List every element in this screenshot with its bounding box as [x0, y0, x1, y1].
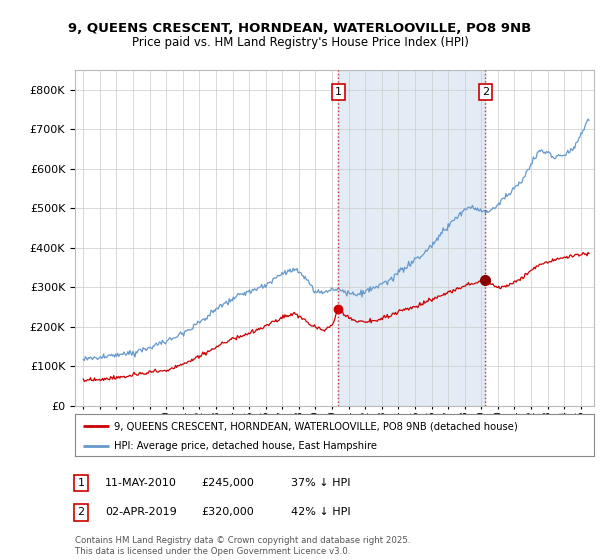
Text: 9, QUEENS CRESCENT, HORNDEAN, WATERLOOVILLE, PO8 9NB: 9, QUEENS CRESCENT, HORNDEAN, WATERLOOVI… — [68, 22, 532, 35]
Text: 37% ↓ HPI: 37% ↓ HPI — [291, 478, 350, 488]
Text: £320,000: £320,000 — [201, 507, 254, 517]
Text: HPI: Average price, detached house, East Hampshire: HPI: Average price, detached house, East… — [114, 441, 377, 451]
Text: 2: 2 — [77, 507, 85, 517]
Text: Contains HM Land Registry data © Crown copyright and database right 2025.
This d: Contains HM Land Registry data © Crown c… — [75, 536, 410, 556]
Text: 11-MAY-2010: 11-MAY-2010 — [105, 478, 177, 488]
Text: 02-APR-2019: 02-APR-2019 — [105, 507, 177, 517]
Text: 9, QUEENS CRESCENT, HORNDEAN, WATERLOOVILLE, PO8 9NB (detached house): 9, QUEENS CRESCENT, HORNDEAN, WATERLOOVI… — [114, 421, 518, 431]
Text: 2: 2 — [482, 87, 489, 97]
Text: £245,000: £245,000 — [201, 478, 254, 488]
Bar — [338, 70, 485, 406]
Text: 42% ↓ HPI: 42% ↓ HPI — [291, 507, 350, 517]
Text: 1: 1 — [335, 87, 341, 97]
Text: Price paid vs. HM Land Registry's House Price Index (HPI): Price paid vs. HM Land Registry's House … — [131, 36, 469, 49]
Text: 1: 1 — [77, 478, 85, 488]
